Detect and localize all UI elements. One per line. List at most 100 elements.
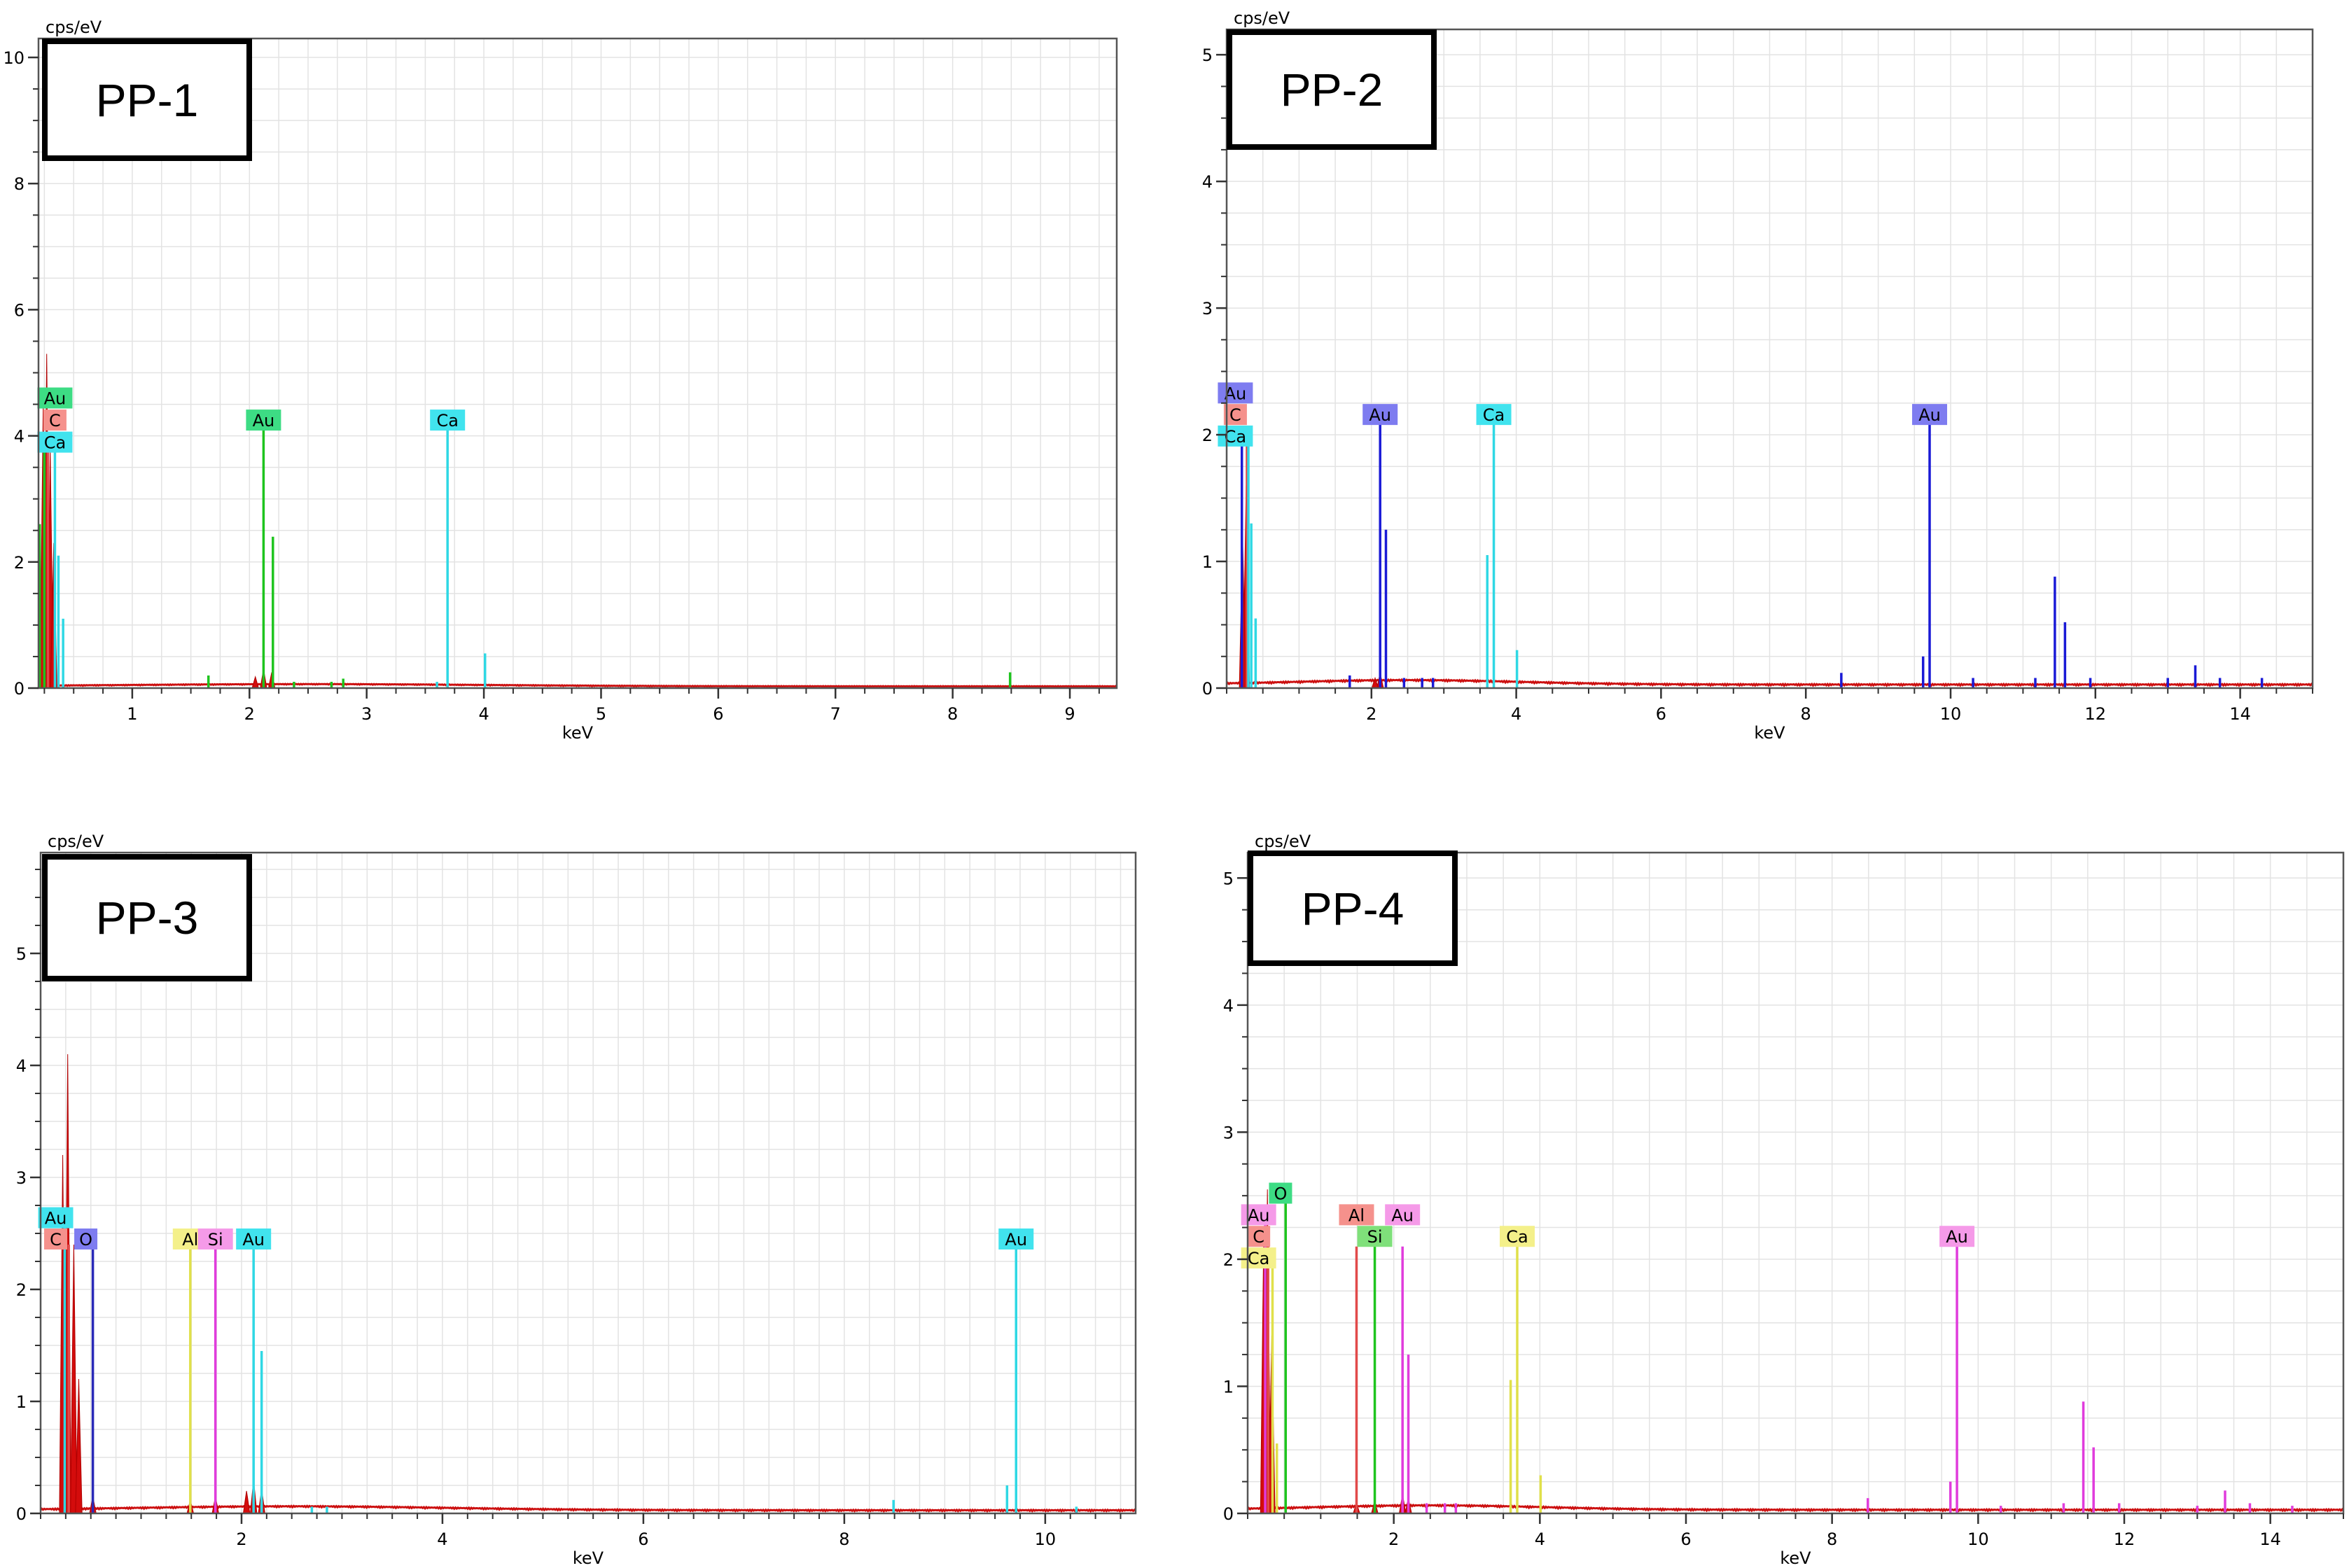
- x-tick-label: 6: [1656, 704, 1666, 724]
- element-tag-background: [37, 387, 73, 409]
- element-tag-background: [998, 1228, 1034, 1250]
- y-tick-label: 2: [16, 1280, 27, 1300]
- spectrum-baseline: [38, 682, 1117, 688]
- x-tick-label: 8: [947, 704, 958, 724]
- element-tag-label: Al: [1348, 1205, 1365, 1225]
- element-tag-ca: Ca: [1218, 425, 1253, 447]
- x-tick-label: 10: [1940, 704, 1962, 724]
- x-tick-label: 1: [127, 704, 137, 724]
- element-tag-background: [1357, 1226, 1393, 1247]
- element-tag-au: Au: [998, 1228, 1034, 1250]
- x-axis-label: keV: [573, 1548, 604, 1568]
- x-tick-label: 8: [1801, 704, 1811, 724]
- x-tick-label: 9: [1064, 704, 1075, 724]
- element-tag-background: [1385, 1204, 1421, 1226]
- element-tag-au: Au: [1912, 404, 1948, 426]
- y-tick-label: 0: [1223, 1504, 1234, 1524]
- element-tag-background: [43, 410, 67, 431]
- element-tag-background: [1339, 1204, 1374, 1226]
- sample-label: PP-3: [42, 854, 252, 981]
- element-tag-label: Au: [1005, 1230, 1027, 1250]
- y-tick-label: 3: [1202, 299, 1213, 318]
- x-tick-label: 2: [244, 704, 255, 724]
- sample-label: PP-2: [1227, 29, 1437, 150]
- element-tag-label: Si: [1367, 1227, 1383, 1247]
- y-tick-label: 2: [1202, 426, 1213, 445]
- element-tag-label: Au: [1369, 405, 1391, 425]
- element-tag-au: Au: [1218, 382, 1253, 404]
- element-tag-background: [1362, 404, 1398, 426]
- element-tag-background: [1476, 404, 1512, 426]
- element-tag-label: Si: [208, 1230, 223, 1250]
- sample-label: PP-4: [1248, 850, 1458, 966]
- y-tick-label: 4: [1202, 172, 1213, 192]
- y-tick-label: 4: [1223, 996, 1234, 1016]
- x-tick-label: 4: [1511, 704, 1521, 724]
- element-tag-label: Al: [182, 1230, 198, 1250]
- element-tag-au: Au: [37, 387, 73, 409]
- x-tick-label: 12: [2114, 1530, 2135, 1549]
- element-tag-background: [1218, 425, 1253, 447]
- x-axis-label: keV: [1754, 723, 1785, 743]
- x-tick-label: 6: [638, 1530, 648, 1549]
- element-tag-label: C: [1253, 1227, 1264, 1247]
- element-tag-ca: Ca: [37, 431, 73, 453]
- plot-frame: [39, 851, 1137, 1515]
- x-tick-label: 5: [596, 704, 606, 724]
- y-tick-label: 3: [16, 1168, 27, 1188]
- spectrum-baseline: [39, 1504, 1137, 1513]
- y-axis-label: cps/eV: [1234, 8, 1290, 28]
- element-tag-label: Au: [44, 389, 67, 409]
- y-tick-label: 10: [3, 48, 25, 68]
- element-tag-c: C: [43, 410, 67, 431]
- x-tick-label: 2: [1366, 704, 1376, 724]
- element-tag-background: [236, 1228, 272, 1250]
- element-tag-label: Au: [1225, 384, 1247, 403]
- element-tag-au: Au: [1385, 1204, 1421, 1226]
- element-tag-au: Au: [1241, 1204, 1276, 1226]
- element-tag-background: [1939, 1226, 1975, 1247]
- x-tick-label: 14: [2259, 1530, 2281, 1549]
- element-tag-au: Au: [38, 1207, 74, 1228]
- element-tag-au: Au: [236, 1228, 272, 1250]
- element-tag-o: O: [1269, 1182, 1292, 1204]
- x-axis-label: keV: [1780, 1548, 1811, 1568]
- element-tag-background: [37, 431, 73, 453]
- y-tick-label: 8: [14, 174, 25, 194]
- element-tag-background: [1912, 404, 1948, 426]
- element-tag-label: Au: [1248, 1205, 1270, 1225]
- x-tick-label: 6: [713, 704, 723, 724]
- x-tick-label: 7: [830, 704, 841, 724]
- element-tag-background: [197, 1228, 233, 1250]
- y-tick-label: 5: [1223, 869, 1234, 888]
- element-tag-si: Si: [197, 1228, 233, 1250]
- element-tag-si: Si: [1357, 1226, 1393, 1247]
- element-tag-o: O: [74, 1228, 98, 1250]
- spectrum-baseline: [1225, 678, 2314, 687]
- y-axis-label: cps/eV: [1255, 832, 1311, 851]
- x-tick-label: 3: [361, 704, 372, 724]
- sample-label: PP-1: [42, 38, 252, 161]
- element-tag-background: [38, 1207, 74, 1228]
- y-tick-label: 4: [14, 427, 25, 447]
- element-tag-background: [430, 410, 466, 431]
- element-tag-label: Ca: [1483, 405, 1505, 425]
- x-axis-label: keV: [562, 723, 594, 743]
- y-tick-label: 6: [14, 300, 25, 320]
- y-axis-label: cps/eV: [48, 832, 104, 851]
- y-tick-label: 0: [14, 679, 25, 699]
- element-tag-background: [44, 1228, 68, 1250]
- element-tag-label: Au: [1946, 1227, 1968, 1247]
- element-tag-label: Ca: [44, 433, 66, 453]
- y-tick-label: 0: [16, 1504, 27, 1524]
- y-tick-label: 1: [16, 1392, 27, 1412]
- element-tag-ca: Ca: [1476, 404, 1512, 426]
- y-tick-label: 5: [1202, 46, 1213, 65]
- element-tag-label: C: [1229, 405, 1241, 425]
- x-tick-label: 4: [1535, 1530, 1545, 1549]
- element-tag-c: C: [44, 1228, 68, 1250]
- y-tick-label: 0: [1202, 679, 1213, 699]
- x-tick-label: 6: [1680, 1530, 1691, 1549]
